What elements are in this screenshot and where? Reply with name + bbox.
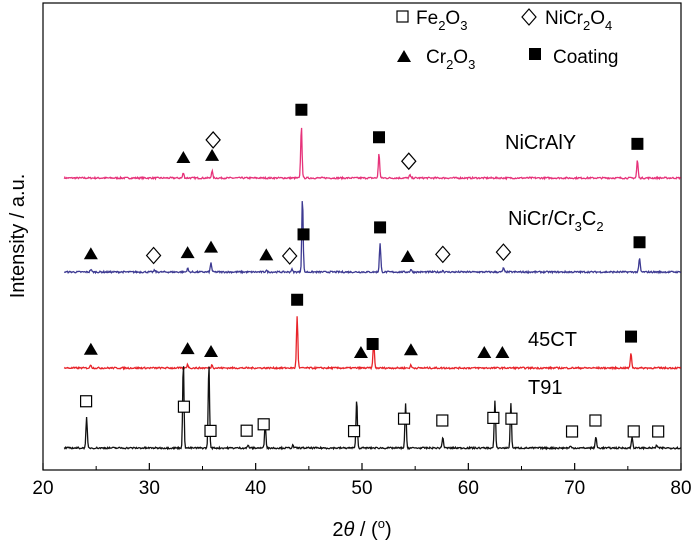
open-square-marker: [505, 412, 518, 425]
filled-triangle-marker: [83, 342, 98, 355]
filled-square-marker: [366, 337, 379, 350]
x-tick-label: 20: [32, 478, 53, 499]
filled-triangle-marker: [353, 346, 368, 358]
open-square-marker: [652, 425, 665, 438]
legend-cr2o3-label: Cr2O3: [426, 47, 475, 72]
x-tick-label: 50: [351, 478, 372, 499]
open-square-marker: [589, 414, 602, 427]
curve-nicraly: [63, 127, 681, 181]
filled-triangle-marker: [495, 346, 510, 358]
curve-label-nicr-cr3c2: NiCr/Cr3C2: [508, 208, 604, 234]
filled-triangle-marker: [83, 247, 98, 260]
filled-triangle-marker: [180, 342, 195, 355]
open-diamond-marker: [205, 131, 221, 149]
x-tick-label: 60: [458, 478, 479, 499]
legend-nicr2o4-marker: [521, 8, 537, 26]
open-square-marker: [240, 424, 253, 437]
curve-t91: [63, 366, 682, 451]
legend-nicr2o4-label: NiCr2O4: [545, 8, 612, 33]
open-diamond-marker: [281, 247, 298, 265]
legend: Fe2O3 NiCr2O4 Cr2O3 Coating: [396, 8, 619, 72]
filled-triangle-marker: [204, 240, 219, 253]
curves: [63, 127, 682, 451]
open-square-marker: [177, 400, 191, 413]
open-square-marker: [565, 425, 579, 438]
filled-square-marker: [374, 221, 387, 234]
filled-triangle-marker: [259, 248, 274, 261]
filled-square-marker: [297, 228, 310, 241]
x-tick-label: 30: [139, 478, 160, 499]
filled-square-marker: [291, 293, 304, 306]
filled-triangle-marker: [477, 346, 492, 358]
filled-triangle-marker: [176, 151, 191, 164]
x-axis-title: 2θ / (o): [332, 516, 391, 541]
curve-label-nicraly: NiCrAlY: [505, 132, 576, 154]
curve-45ct: [63, 316, 682, 371]
legend-fe2o3-label: Fe2O3: [416, 8, 467, 33]
curve-label-t91: T91: [528, 377, 562, 399]
legend-cr2o3-marker: [397, 50, 411, 62]
x-tick-label: 70: [564, 478, 585, 499]
filled-square-marker: [295, 103, 308, 116]
open-diamond-marker: [495, 243, 512, 262]
peak-markers: [79, 103, 665, 438]
x-tick-label: 80: [670, 478, 691, 499]
open-square-marker: [347, 425, 361, 438]
plot-frame: [42, 2, 682, 471]
filled-square-marker: [625, 330, 638, 343]
filled-triangle-marker: [180, 246, 195, 259]
legend-coating-marker: [529, 48, 541, 60]
filled-triangle-marker: [205, 148, 220, 161]
legend-fe2o3-marker: [396, 10, 409, 23]
open-diamond-marker: [145, 246, 162, 265]
filled-triangle-marker: [400, 249, 415, 262]
curve-nicr-cr3c2: [63, 201, 682, 275]
open-diamond-marker: [400, 152, 417, 171]
y-axis-title: Intensity / a.u.: [7, 174, 29, 299]
filled-triangle-marker: [403, 343, 418, 356]
filled-square-marker: [633, 236, 646, 249]
filled-square-marker: [373, 131, 386, 144]
open-square-marker: [257, 418, 270, 431]
open-square-marker: [487, 411, 500, 424]
filled-triangle-marker: [204, 345, 219, 358]
open-diamond-marker: [435, 245, 451, 264]
x-axis-ticks: 20 30 40 50 60 70 80: [32, 463, 692, 499]
filled-square-marker: [631, 137, 644, 150]
x-tick-label: 40: [245, 478, 266, 499]
open-square-marker: [627, 425, 640, 438]
curve-label-45ct: 45CT: [528, 329, 577, 351]
open-square-marker: [397, 412, 411, 425]
open-square-marker: [436, 414, 449, 427]
open-square-marker: [204, 424, 217, 437]
legend-coating-label: Coating: [553, 47, 619, 68]
open-square-marker: [79, 395, 93, 408]
